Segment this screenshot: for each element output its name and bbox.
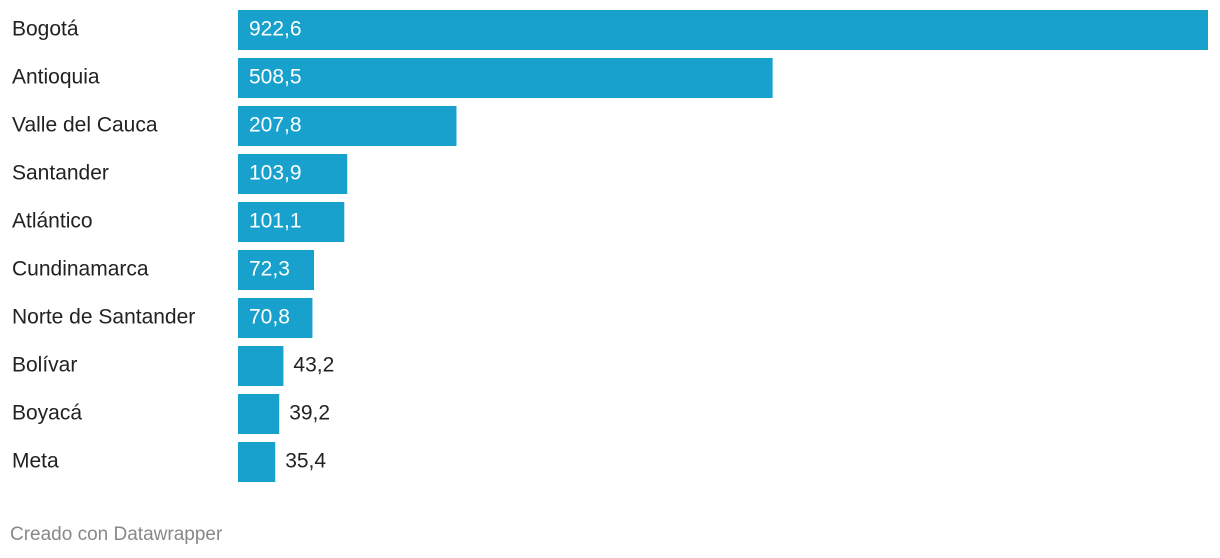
category-label: Antioquia: [12, 66, 100, 89]
bar: [238, 58, 773, 98]
bar: [238, 394, 280, 434]
value-label: 922,6: [249, 18, 302, 41]
value-label: 70,8: [249, 306, 290, 329]
bar: [238, 202, 345, 242]
category-label: Boyacá: [12, 402, 82, 425]
value-label: 39,2: [289, 402, 330, 425]
category-label: Norte de Santander: [12, 306, 195, 329]
value-label: 508,5: [249, 66, 302, 89]
category-label: Cundinamarca: [12, 258, 149, 281]
category-label: Bolívar: [12, 354, 77, 377]
value-label: 101,1: [249, 210, 302, 233]
category-label: Valle del Cauca: [12, 114, 158, 137]
bar: [238, 298, 313, 338]
category-label: Meta: [12, 450, 59, 473]
bar: [238, 106, 457, 146]
bar: [238, 154, 348, 194]
bar: [238, 442, 276, 482]
footer: Creado con Datawrapper: [10, 524, 223, 545]
bar: [238, 250, 315, 290]
value-label: 103,9: [249, 162, 302, 185]
category-label: Bogotá: [12, 18, 79, 41]
category-label: Atlántico: [12, 210, 93, 233]
value-label: 207,8: [249, 114, 302, 137]
value-label: 35,4: [285, 450, 326, 473]
value-label: 43,2: [293, 354, 334, 377]
bar: [238, 10, 1208, 50]
category-label: Santander: [12, 162, 109, 185]
value-label: 72,3: [249, 258, 290, 281]
bar: [238, 346, 284, 386]
